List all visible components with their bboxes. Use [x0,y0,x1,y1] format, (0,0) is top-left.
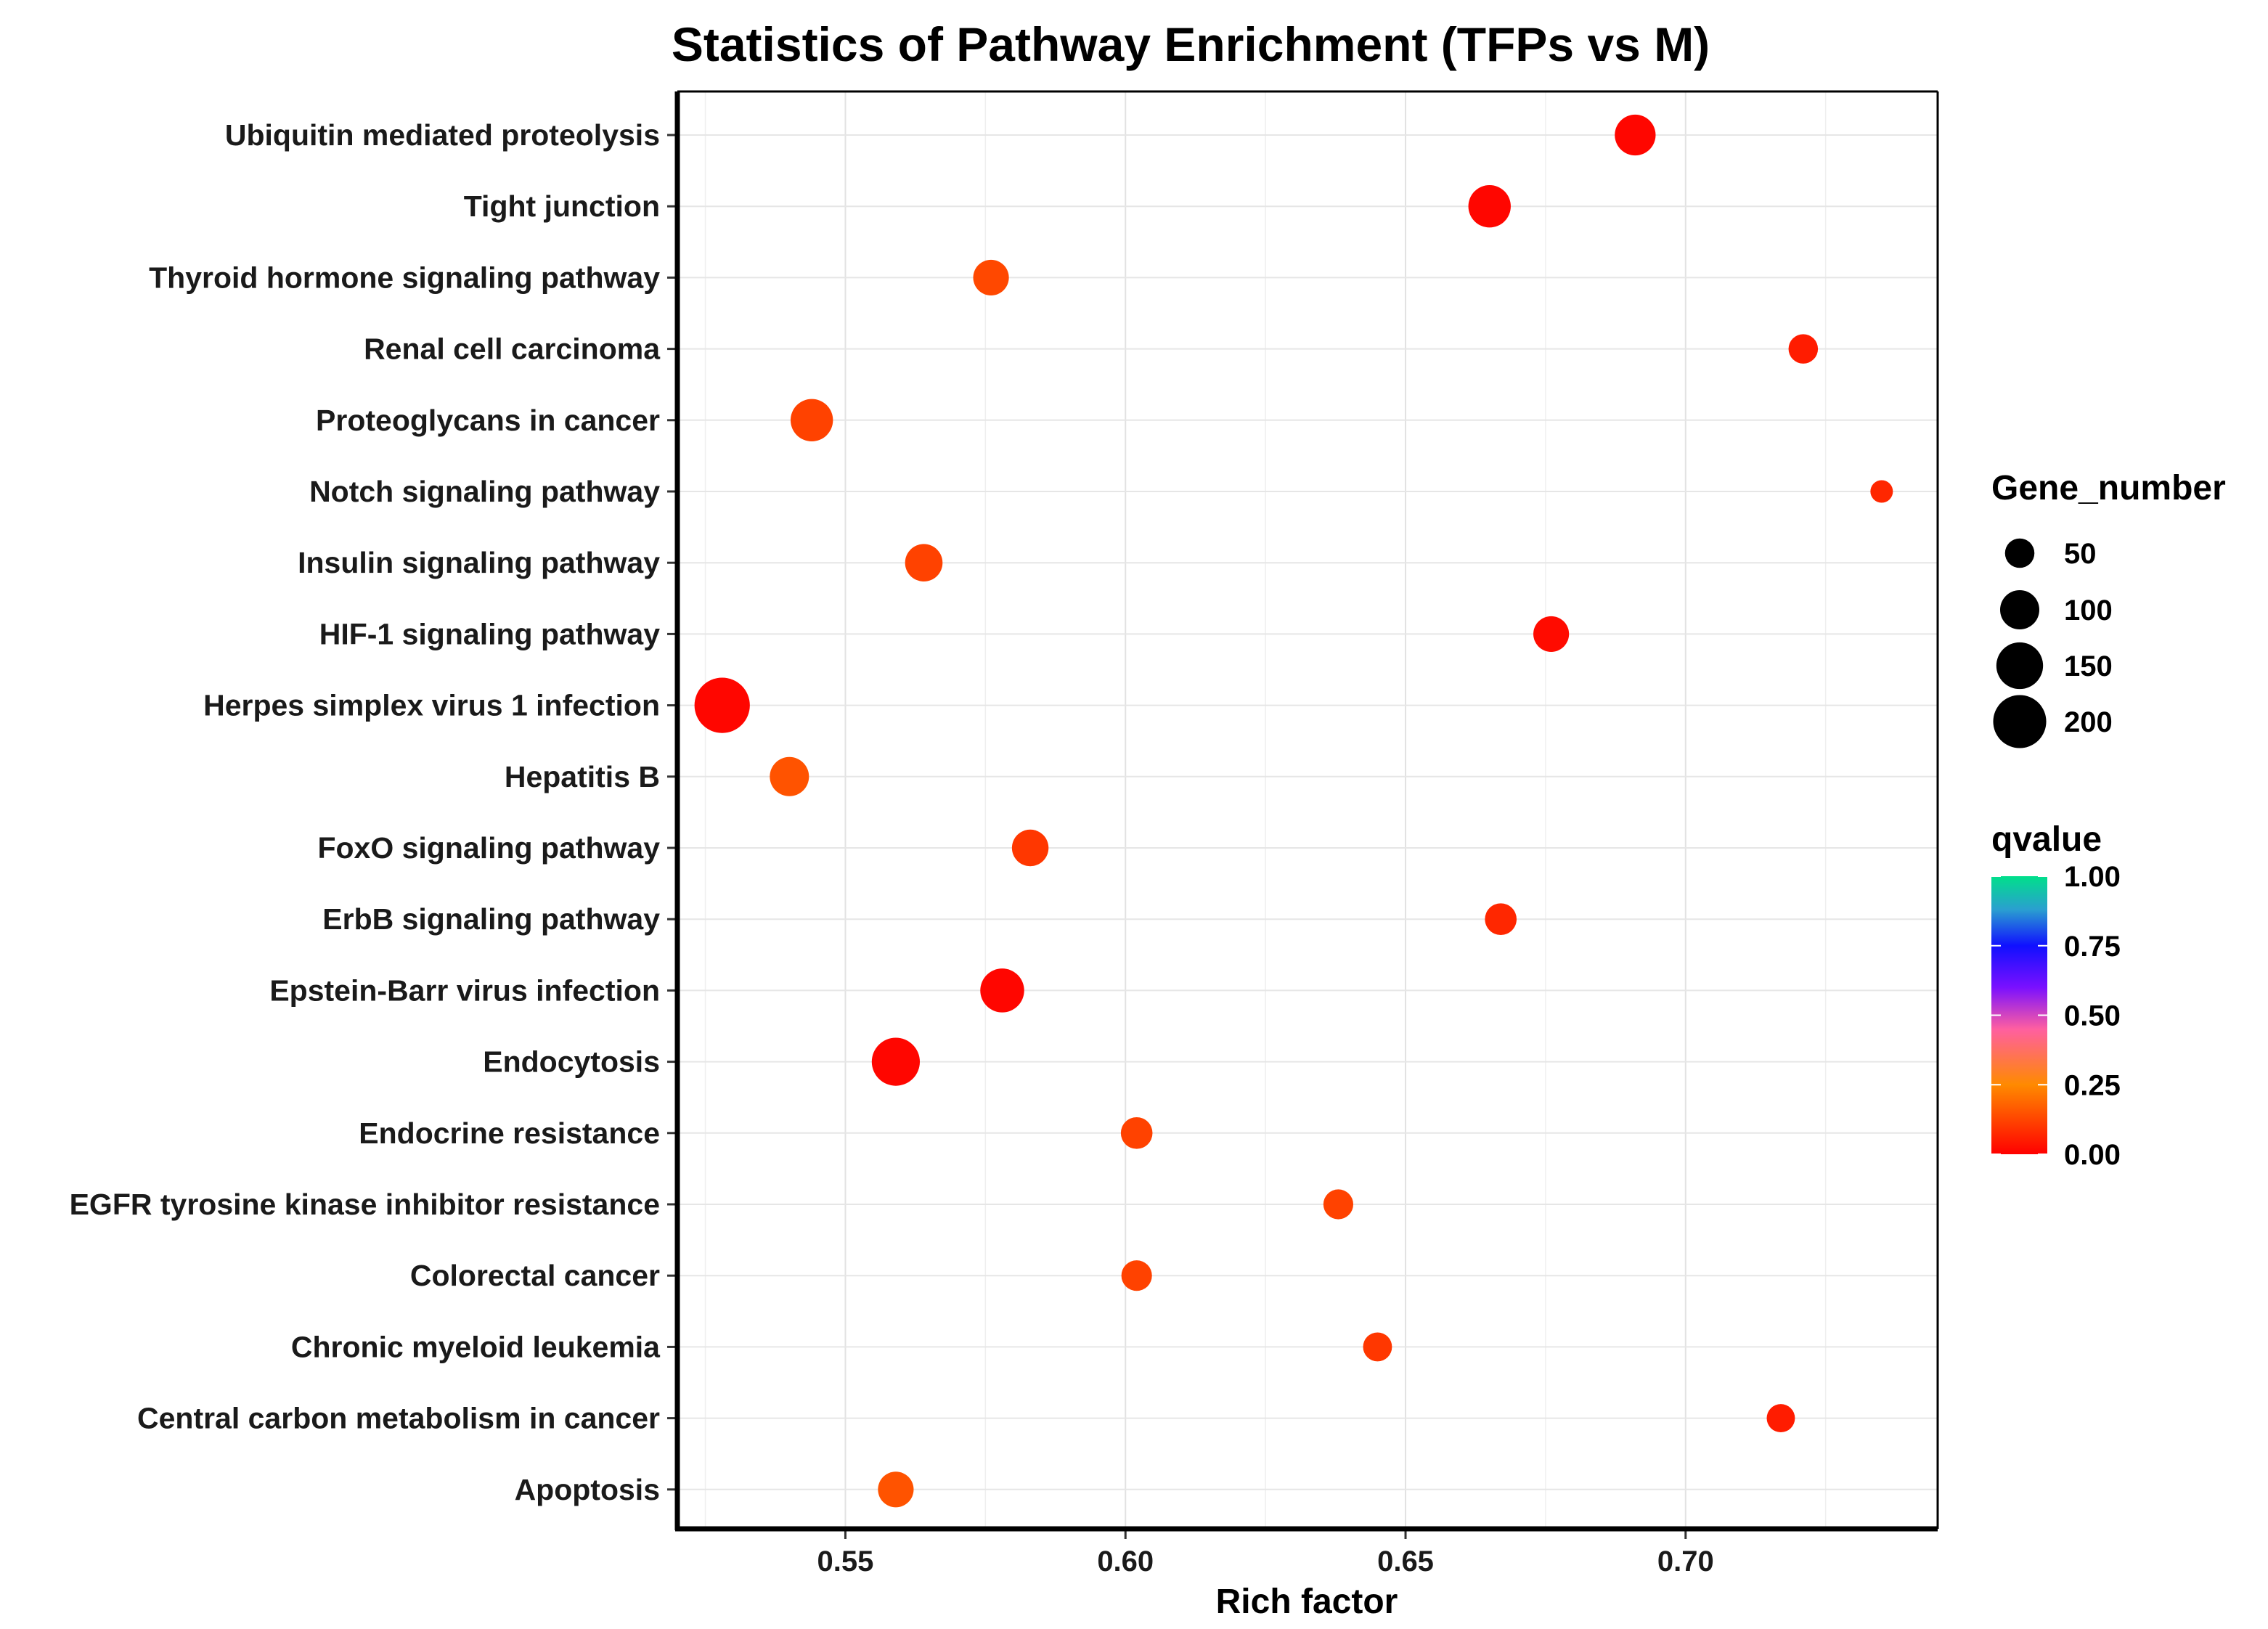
y-tick-label: Endocytosis [483,1045,660,1079]
color-legend-title: qvalue [1991,820,2102,859]
data-point [1533,616,1570,652]
y-tick-label: Herpes simplex virus 1 infection [203,689,660,722]
y-tick-label: Endocrine resistance [359,1116,660,1150]
y-tick-label: Proteoglycans in cancer [316,404,660,437]
y-tick-label: Hepatitis B [505,760,660,793]
size-legend-label: 50 [2064,538,2097,570]
size-legend-circle [1993,695,2047,748]
data-point [1363,1332,1392,1362]
x-tick-label: 0.60 [1097,1546,1154,1577]
y-axis: Ubiquitin mediated proteolysis Tight junc… [70,118,677,1506]
data-point [694,677,750,733]
x-tick-label: 0.70 [1657,1546,1714,1577]
data-point [1870,480,1893,503]
data-point [770,756,809,796]
size-legend-circle [2000,590,2039,629]
y-tick-label: Chronic myeloid leukemia [291,1330,661,1363]
size-legend: Gene_number 50 100 150 200 [1991,469,2226,748]
x-axis-title: Rich factor [1216,1583,1398,1621]
colorbar-label: 0.00 [2064,1139,2121,1171]
x-tick-label: 0.55 [817,1546,874,1577]
size-legend-title: Gene_number [1991,469,2226,507]
y-tick-label: Renal cell carcinoma [364,332,661,366]
data-point [980,968,1024,1013]
size-legend-label: 150 [2064,650,2113,682]
data-point [1485,903,1517,936]
y-tick-label: HIF-1 signaling pathway [319,617,660,650]
data-point [1011,829,1049,867]
data-point [871,1037,920,1086]
data-point [1120,1116,1153,1149]
y-tick-label: FoxO signaling pathway [317,831,660,865]
data-point [905,544,943,582]
x-axis: 0.55 0.60 0.65 0.70 [817,1529,1714,1577]
size-legend-label: 100 [2064,595,2113,626]
data-point [1615,114,1656,156]
y-tick-label: Colorectal cancer [410,1259,660,1292]
y-tick-label: Insulin signaling pathway [298,546,660,579]
y-tick-label: ErbB signaling pathway [322,902,660,936]
data-point [1788,334,1819,364]
y-tick-label: Notch signaling pathway [309,475,660,508]
data-point [1468,185,1511,228]
y-tick-label: Ubiquitin mediated proteolysis [225,118,660,152]
y-tick-label: Epstein-Barr virus infection [269,973,660,1007]
size-legend-label: 200 [2064,706,2113,738]
x-tick-label: 0.65 [1377,1546,1434,1577]
colorbar-label: 0.50 [2064,1000,2121,1032]
y-tick-label: Central carbon metabolism in cancer [137,1402,660,1435]
plot-panel [677,91,1938,1529]
y-tick-label: Tight junction [464,189,660,223]
grid-lines [677,91,1938,1529]
y-tick-label: Thyroid hormone signaling pathway [149,261,660,294]
colorbar-label: 0.75 [2064,931,2121,963]
data-points [694,114,1893,1508]
color-legend: qvalue 1.00 0.75 0.50 0.25 0.00 [1991,820,2121,1171]
data-point [878,1471,914,1508]
colorbar-label: 0.25 [2064,1069,2121,1101]
chart-title: Statistics of Pathway Enrichment (TFPs v… [672,17,1710,71]
data-point [1121,1260,1152,1291]
size-legend-circle [2004,538,2035,568]
data-point [1766,1404,1795,1433]
data-point [790,399,833,441]
y-tick-label: Apoptosis [515,1473,660,1506]
colorbar-label: 1.00 [2064,861,2121,893]
data-point [973,259,1009,295]
y-tick-label: EGFR tyrosine kinase inhibitor resistanc… [70,1188,660,1221]
size-legend-circle [1996,642,2044,690]
data-point [1323,1189,1354,1220]
